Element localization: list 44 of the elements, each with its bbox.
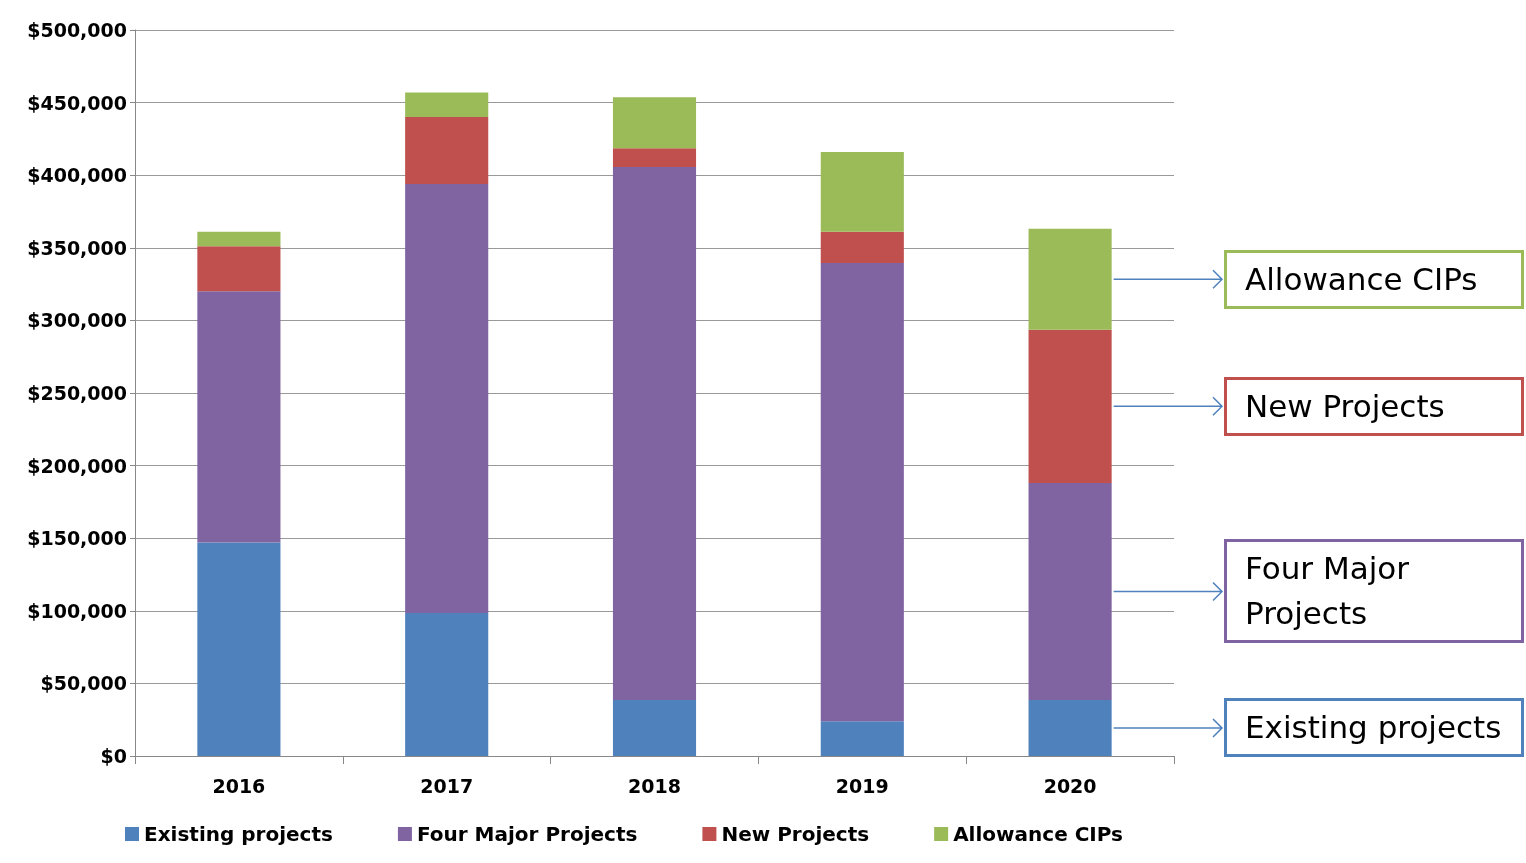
bar	[820, 151, 904, 232]
bar	[1028, 329, 1112, 483]
bar	[405, 117, 489, 184]
y-tick-label: $150,000	[27, 527, 127, 550]
text: Allowance CIPs	[1224, 249, 1524, 309]
y-tick-label: $300,000	[27, 309, 127, 332]
y-tick-label: $500,000	[27, 19, 127, 41]
bar	[405, 612, 489, 756]
bar	[612, 148, 697, 168]
legend-label: Allowance CIPs	[953, 822, 1123, 846]
bar	[820, 721, 904, 756]
bar	[405, 183, 489, 613]
bar	[820, 231, 904, 264]
x-tick-label: 2020	[1043, 774, 1097, 797]
bar	[197, 246, 281, 292]
y-tick-label: $350,000	[27, 236, 127, 259]
y-tick-label: $200,000	[27, 454, 127, 477]
bar	[197, 231, 281, 247]
x-tick-label: 2019	[835, 774, 889, 797]
y-tick-label: $250,000	[27, 382, 127, 404]
bar	[820, 263, 904, 722]
x-tick-label: 2016	[212, 774, 266, 797]
legend-label: Existing projects	[144, 822, 333, 846]
y-tick-label: $450,000	[27, 91, 127, 114]
y-tick-label: $100,000	[27, 599, 127, 622]
bar	[405, 92, 489, 118]
text: Four Major Projects	[1224, 539, 1524, 644]
bar	[612, 97, 697, 149]
bar	[1028, 482, 1112, 700]
bar	[197, 542, 281, 756]
y-tick-label: $50,000	[40, 672, 127, 695]
legend-label: New Projects	[721, 822, 870, 846]
bar	[612, 699, 697, 756]
text: Existing projects	[1224, 698, 1524, 758]
bar	[197, 291, 281, 543]
y-tick-label: $400,000	[27, 164, 127, 187]
y-tick-label: $0	[100, 745, 127, 767]
bar	[1028, 699, 1112, 756]
bar	[612, 167, 697, 700]
text: New Projects	[1224, 376, 1524, 436]
x-tick-label: 2017	[420, 774, 474, 797]
legend-label: Four Major Projects	[416, 822, 638, 846]
x-tick-label: 2018	[628, 774, 681, 797]
bar	[1028, 228, 1112, 330]
